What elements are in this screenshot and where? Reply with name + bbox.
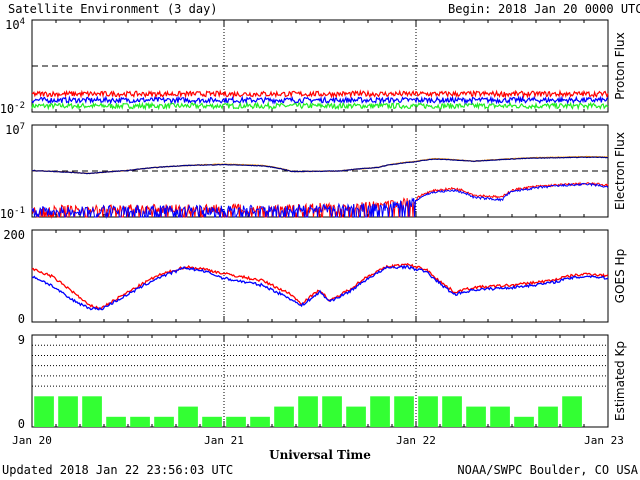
panel-proton-flux: Proton Flux 104 10-2 — [0, 17, 627, 116]
y-tick-bottom: 10-2 — [0, 101, 25, 116]
electron-series-red — [31, 181, 609, 219]
kp-bar — [322, 396, 342, 427]
x-tick-jan21: Jan 21 — [204, 434, 244, 447]
kp-bar — [154, 416, 174, 427]
begin-value: 2018 Jan 20 0000 UTC — [498, 2, 640, 16]
panels: Proton Flux 104 10-2 Electron Flux 107 10-1 GO… — [0, 17, 627, 431]
panel-estimated-kp: Estimated Kp 9 0 — [18, 333, 627, 431]
y-axis-label: GOES Hp — [613, 249, 627, 303]
panel-electron-flux: Electron Flux 107 10-1 — [0, 122, 627, 221]
kp-bar — [466, 406, 486, 427]
updated-text: Updated 2018 Jan 22 23:56:03 UTC — [2, 463, 233, 477]
x-axis-label: Universal Time — [269, 448, 371, 462]
y-tick-top: 9 — [18, 333, 25, 347]
y-tick-bottom: 0 — [18, 417, 25, 431]
x-tick-jan23: Jan 23 — [584, 434, 624, 447]
kp-bar — [106, 416, 126, 427]
hp-series-blue — [31, 264, 609, 311]
kp-bar — [130, 416, 150, 427]
kp-bar — [82, 396, 102, 427]
electron-series-blue — [31, 182, 609, 219]
y-axis-label: Proton Flux — [613, 32, 627, 99]
panel-goes-hp: GOES Hp 200 0 — [3, 228, 627, 326]
kp-bar — [226, 416, 246, 427]
x-tick-jan22: Jan 22 — [396, 434, 436, 447]
kp-bar — [442, 396, 462, 427]
y-tick-top: 200 — [3, 228, 25, 242]
y-axis-label: Estimated Kp — [613, 341, 627, 421]
y-tick-bottom: 10-1 — [0, 206, 25, 221]
kp-bar — [538, 406, 558, 427]
chart-title: Satellite Environment (3 day) — [8, 2, 218, 16]
electron-series-navy — [31, 156, 609, 175]
y-axis-label: Electron Flux — [613, 132, 627, 210]
kp-bar — [490, 406, 510, 427]
kp-bar — [418, 396, 438, 427]
kp-bar — [562, 396, 582, 427]
y-tick-top: 104 — [5, 17, 25, 32]
kp-bar — [274, 406, 294, 427]
kp-bar — [370, 396, 390, 427]
kp-bar — [178, 406, 198, 427]
x-tick-jan20: Jan 20 — [12, 434, 52, 447]
kp-bar — [346, 406, 366, 427]
proton-series-green — [31, 100, 609, 111]
begin-label: Begin: — [448, 2, 491, 16]
y-tick-bottom: 0 — [18, 312, 25, 326]
panel-frame — [31, 19, 609, 113]
kp-bar — [34, 396, 54, 427]
proton-series-red — [31, 89, 609, 99]
kp-bar — [298, 396, 318, 427]
proton-series-blue — [31, 95, 609, 105]
panel-frame — [31, 229, 609, 323]
kp-bar — [394, 396, 414, 427]
kp-bar — [202, 416, 222, 427]
kp-bar — [514, 416, 534, 427]
panel-frame — [31, 334, 609, 428]
y-tick-top: 107 — [5, 122, 25, 137]
kp-bar — [250, 416, 270, 427]
kp-bar — [58, 396, 78, 427]
credit-text: NOAA/SWPC Boulder, CO USA — [457, 463, 638, 477]
